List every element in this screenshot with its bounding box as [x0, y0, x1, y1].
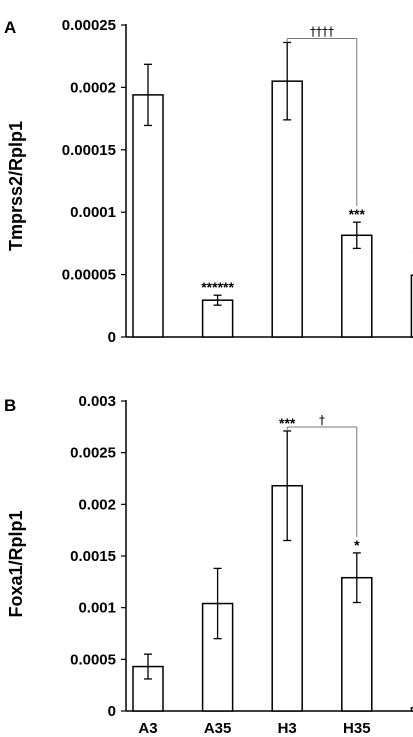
panel-b-y-tick-label: 0.002: [78, 496, 116, 513]
panel-a-bar-a35: [201, 299, 234, 338]
panel-a-y-tick-label: 0.00005: [62, 267, 116, 284]
panel-a-bar-h35: [341, 234, 373, 338]
x-tick-label-h35: H35: [343, 720, 371, 737]
x-tick-label-a3: A3: [138, 720, 157, 737]
panel-a-significance-label: ******: [201, 279, 234, 295]
panel-a-bracket-label: ††††: [310, 24, 334, 38]
panel-b-plot: 0.003 0.0025 0.002 0.0015 0.001 0.0005 0 A3 A35 *…: [70, 393, 413, 737]
panel-a-bar-t3: [410, 274, 413, 338]
panel-b-bar-t3: [410, 707, 413, 712]
panel-a-significance-label: ***: [349, 206, 366, 222]
panel-a-y-tick-label: 0: [108, 329, 116, 346]
panel-a-y-tick-label: 0.00015: [62, 142, 116, 159]
panel-b-y-tick-label: 0.001: [78, 600, 116, 617]
panel-b-y-tick-label: 0.0015: [70, 548, 116, 565]
panel-a: A Tmprss2/Rplp1 0.00025 0.0002 0.00015 0.00…: [4, 17, 413, 346]
panel-a-y-axis-title: Tmprss2/Rplp1: [6, 121, 26, 251]
panel-b-y-tick-label: 0.0025: [70, 445, 116, 462]
x-tick-label-h3: H3: [278, 720, 297, 737]
panel-b: B Foxa1/Rplp1 0.0030.00250.0020.00150.00…: [4, 393, 413, 737]
x-tick-label-a35: A35: [204, 720, 232, 737]
panel-a-y-tick-label: 0.0001: [70, 204, 116, 221]
panel-b-letter: B: [4, 396, 16, 415]
panel-a-y-tick-label: 0.00025: [62, 17, 116, 34]
panel-b-y-tick-label: 0.003: [78, 393, 116, 410]
panel-b-y-tick-label: 0: [108, 703, 116, 720]
panel-a-plot: 0.000250.00020.000150.00010.000050******…: [62, 17, 413, 346]
panel-b-y-axis-title: Foxa1/Rplp1: [6, 510, 26, 617]
panel-b-bracket-label: †: [319, 413, 325, 427]
panel-b-significance-label: *: [354, 537, 360, 553]
panel-a-bar-a3: [132, 94, 164, 338]
panel-b-y-tick-label: 0.0005: [70, 651, 116, 668]
panel-a-y-tick-label: 0.0002: [70, 79, 116, 96]
panel-a-letter: A: [4, 18, 16, 37]
